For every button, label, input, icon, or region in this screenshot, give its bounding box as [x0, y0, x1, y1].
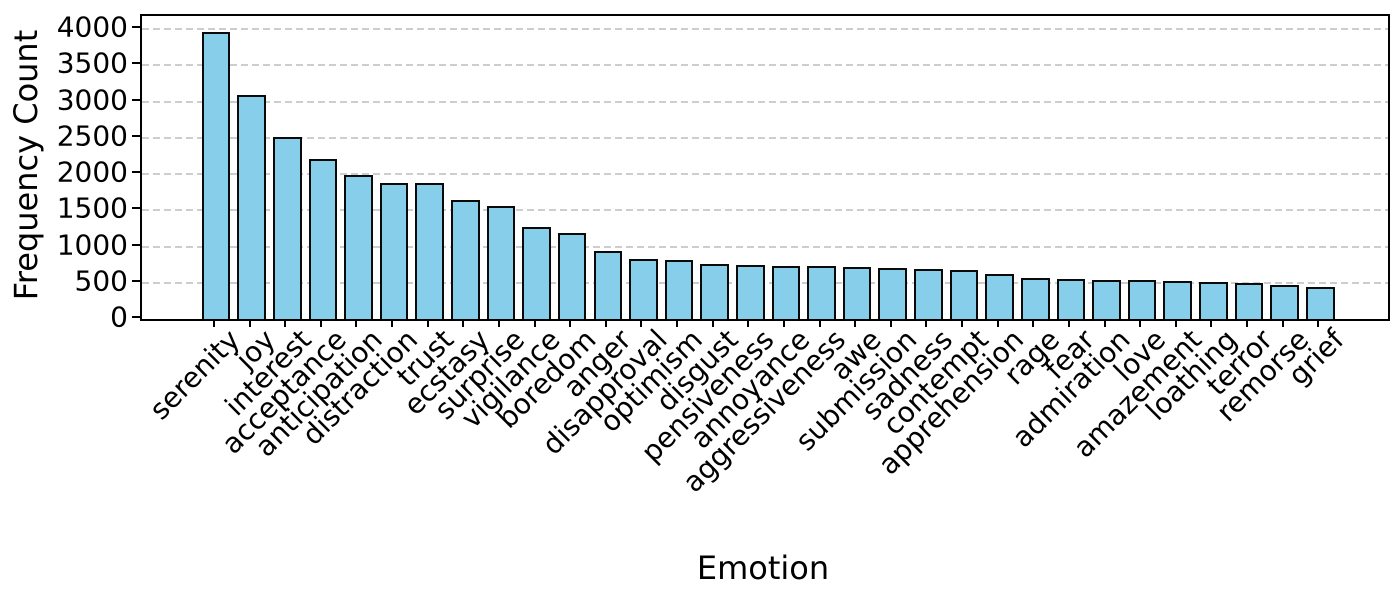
gridline-500	[142, 281, 1388, 284]
bar-pensiveness	[736, 265, 765, 319]
bar-surprise	[486, 206, 516, 319]
gridline-3000	[142, 100, 1388, 103]
x-axis-tick-labels: serenity joy interest acceptance anticipatio…	[140, 323, 1386, 553]
bar-disgust	[700, 263, 729, 319]
y-tick-label-1500: 1500	[56, 191, 128, 225]
plot-area	[140, 14, 1390, 321]
y-tick-mark	[132, 207, 140, 210]
y-tick-label-3500: 3500	[56, 46, 128, 80]
y-tick-label-3000: 3000	[56, 83, 128, 117]
gridline-2000	[142, 173, 1388, 176]
bar-submission	[878, 267, 908, 319]
x-axis-title: Emotion	[696, 549, 830, 587]
y-tick-mark	[132, 134, 140, 137]
y-tick-mark	[132, 26, 140, 29]
gridline-1000	[142, 245, 1388, 248]
bar-acceptance	[308, 158, 338, 319]
bar-loathing	[1199, 282, 1228, 319]
bar-grief	[1305, 287, 1335, 319]
bar-interest	[272, 136, 302, 319]
bar-distraction	[379, 182, 409, 319]
bar-rage	[1020, 278, 1050, 319]
y-tick-label-2500: 2500	[56, 119, 128, 153]
gridline-1500	[142, 209, 1388, 212]
bar-anger	[593, 250, 623, 319]
bar-awe	[842, 266, 872, 319]
y-tick-label-1000: 1000	[56, 228, 128, 261]
bar-remorse	[1270, 284, 1299, 319]
y-tick-label-2000: 2000	[56, 155, 128, 189]
bar-fear	[1056, 279, 1086, 319]
bar-terror	[1234, 283, 1264, 319]
y-tick-label-500: 500	[74, 264, 128, 298]
bar-serenity	[201, 31, 231, 319]
bar-sadness	[914, 268, 943, 319]
bar-amazement	[1163, 280, 1193, 319]
bar-apprehension	[985, 274, 1014, 319]
y-axis-title: Frequency Count	[7, 29, 45, 301]
bar-contempt	[949, 270, 979, 319]
gridline-3500	[142, 64, 1388, 67]
gridline-4000	[142, 28, 1388, 31]
y-tick-mark	[132, 171, 140, 174]
bar-anticipation	[344, 175, 373, 319]
y-tick-mark	[132, 279, 140, 282]
y-tick-mark	[132, 316, 140, 318]
y-tick-label-0: 0	[110, 300, 128, 334]
bar-disapproval	[629, 259, 658, 319]
bar-ecstasy	[451, 199, 480, 319]
gridline-2500	[142, 136, 1388, 139]
bar-trust	[415, 183, 444, 319]
bar-vigilance	[522, 227, 551, 319]
y-tick-mark	[132, 98, 140, 101]
y-tick-mark	[132, 243, 140, 246]
y-tick-label-4000: 4000	[56, 10, 128, 44]
bar-joy	[237, 94, 266, 319]
bar-boredom	[557, 233, 587, 319]
bar-optimism	[664, 259, 694, 319]
bar-love	[1127, 280, 1157, 319]
bar-aggressiveness	[807, 266, 836, 319]
y-tick-mark	[132, 62, 140, 65]
bar-admiration	[1092, 279, 1121, 319]
bar-annoyance	[771, 265, 801, 319]
